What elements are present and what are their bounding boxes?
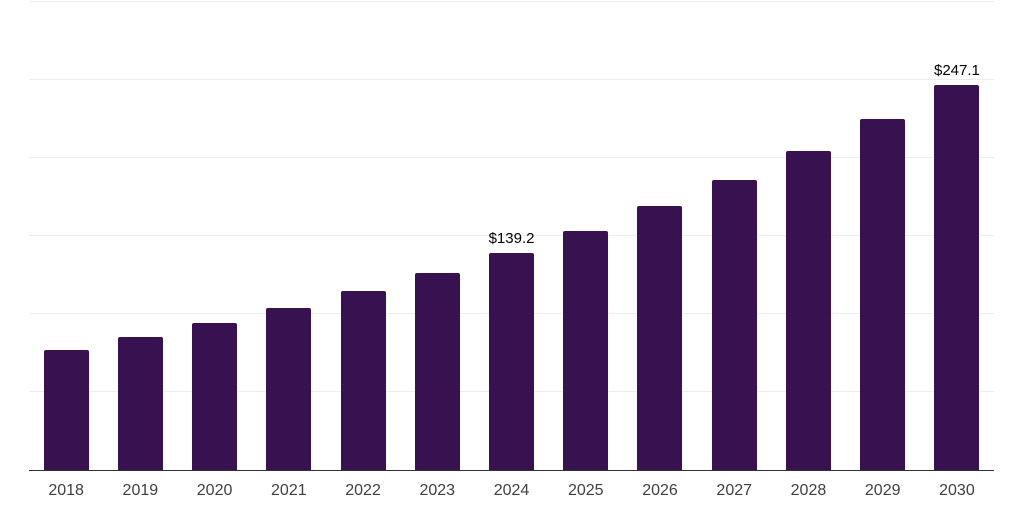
x-axis-labels: 2018 2019 2020 2021 2022 2023 2024 2025 2026 2027… <box>29 482 994 499</box>
x-tick-2023: 2023 <box>419 482 456 499</box>
x-tick-2029: 2029 <box>864 482 901 499</box>
x-tick-2028: 2028 <box>790 482 827 499</box>
bar-2024[interactable] <box>489 252 535 470</box>
bar-2028[interactable] <box>785 150 831 470</box>
bar-2020[interactable] <box>192 323 238 470</box>
bar-column-2018 <box>29 2 103 470</box>
bar-column-2019 <box>103 2 177 470</box>
bar-2027[interactable] <box>711 179 757 470</box>
bar-2021[interactable] <box>266 307 312 470</box>
x-tick-2019: 2019 <box>122 482 159 499</box>
bar-value-label-2030: $247.1 <box>933 61 980 79</box>
x-tick-2027: 2027 <box>716 482 753 499</box>
gridline-200 <box>29 157 994 158</box>
bar-column-2028 <box>771 2 845 470</box>
bar-2022[interactable] <box>340 290 386 470</box>
plot-area: $139.2 $247.1 <box>29 1 994 471</box>
bar-2019[interactable] <box>117 337 163 470</box>
bar-2023[interactable] <box>414 273 460 470</box>
x-tick-2025: 2025 <box>567 482 604 499</box>
bar-2025[interactable] <box>563 231 609 470</box>
bar-column-2029 <box>846 2 920 470</box>
gridline-150 <box>29 235 994 236</box>
x-tick-2030: 2030 <box>939 482 975 499</box>
bar-column-2024: $139.2 <box>474 2 548 470</box>
bar-value-label-2024: $139.2 <box>488 229 535 247</box>
bar-2026[interactable] <box>637 206 683 470</box>
x-tick-2024: 2024 <box>493 482 530 499</box>
x-tick-2026: 2026 <box>642 482 678 499</box>
bar-column-2023 <box>400 2 474 470</box>
bar-2018[interactable] <box>43 350 89 470</box>
bar-column-2027 <box>697 2 771 470</box>
x-tick-2022: 2022 <box>345 482 381 499</box>
bar-column-2026 <box>623 2 697 470</box>
bar-column-2021 <box>252 2 326 470</box>
bar-2030[interactable] <box>934 84 980 470</box>
bar-column-2030: $247.1 <box>920 2 994 470</box>
bar-column-2022 <box>326 2 400 470</box>
gridline-300 <box>29 1 994 2</box>
bar-2029[interactable] <box>860 118 906 470</box>
x-tick-2021: 2021 <box>271 482 307 499</box>
bar-column-2025 <box>549 2 623 470</box>
bar-column-2020 <box>177 2 251 470</box>
gridline-250 <box>29 79 994 80</box>
x-tick-2020: 2020 <box>196 482 233 499</box>
x-tick-2018: 2018 <box>48 482 84 499</box>
bars-container: $139.2 $247.1 <box>29 2 994 470</box>
